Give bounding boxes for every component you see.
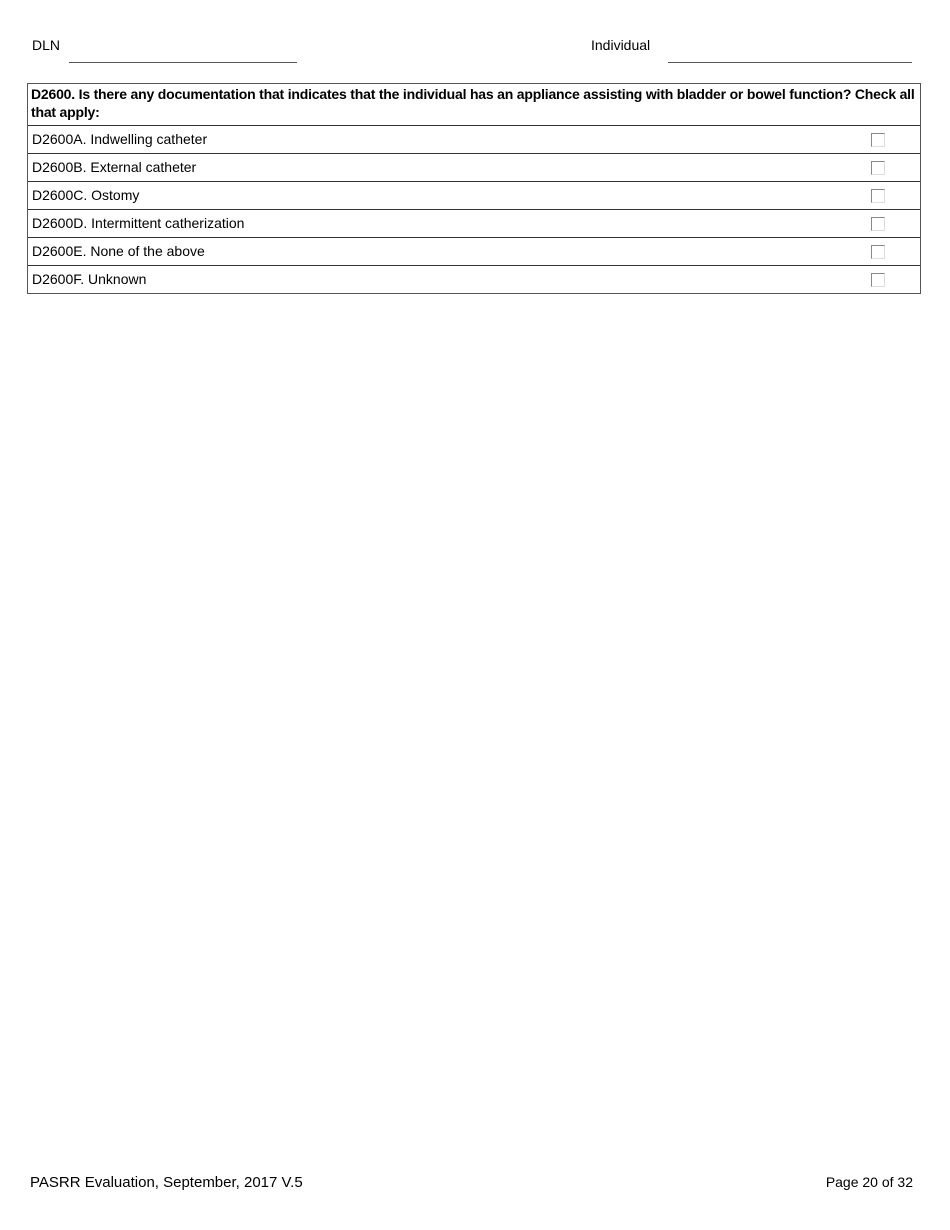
option-checkbox[interactable] (871, 273, 885, 287)
footer-form-info: PASRR Evaluation, September, 2017 V.5 (30, 1174, 303, 1191)
option-row: D2600D. Intermittent catherization (28, 210, 920, 238)
option-row: D2600E. None of the above (28, 238, 920, 266)
option-row: D2600A. Indwelling catheter (28, 126, 920, 154)
dln-field[interactable] (69, 62, 297, 63)
option-label: D2600E. None of the above (32, 243, 205, 259)
option-label: D2600F. Unknown (32, 271, 147, 287)
option-row: D2600C. Ostomy (28, 182, 920, 210)
individual-field[interactable] (668, 62, 912, 63)
option-row: D2600B. External catheter (28, 154, 920, 182)
option-checkbox[interactable] (871, 133, 885, 147)
option-label: D2600A. Indwelling catheter (32, 131, 208, 147)
question-text: D2600. Is there any documentation that i… (28, 84, 920, 126)
dln-label: DLN (32, 37, 61, 53)
option-checkbox[interactable] (871, 189, 885, 203)
footer-page-number: Page 20 of 32 (825, 1174, 913, 1190)
individual-label: Individual (591, 37, 651, 53)
question-table: D2600. Is there any documentation that i… (27, 83, 921, 294)
option-label: D2600D. Intermittent catherization (32, 215, 245, 231)
option-row: D2600F. Unknown (28, 266, 920, 293)
option-checkbox[interactable] (871, 245, 885, 259)
option-checkbox[interactable] (871, 161, 885, 175)
option-checkbox[interactable] (871, 217, 885, 231)
option-label: D2600C. Ostomy (32, 187, 140, 203)
option-label: D2600B. External catheter (32, 159, 197, 175)
